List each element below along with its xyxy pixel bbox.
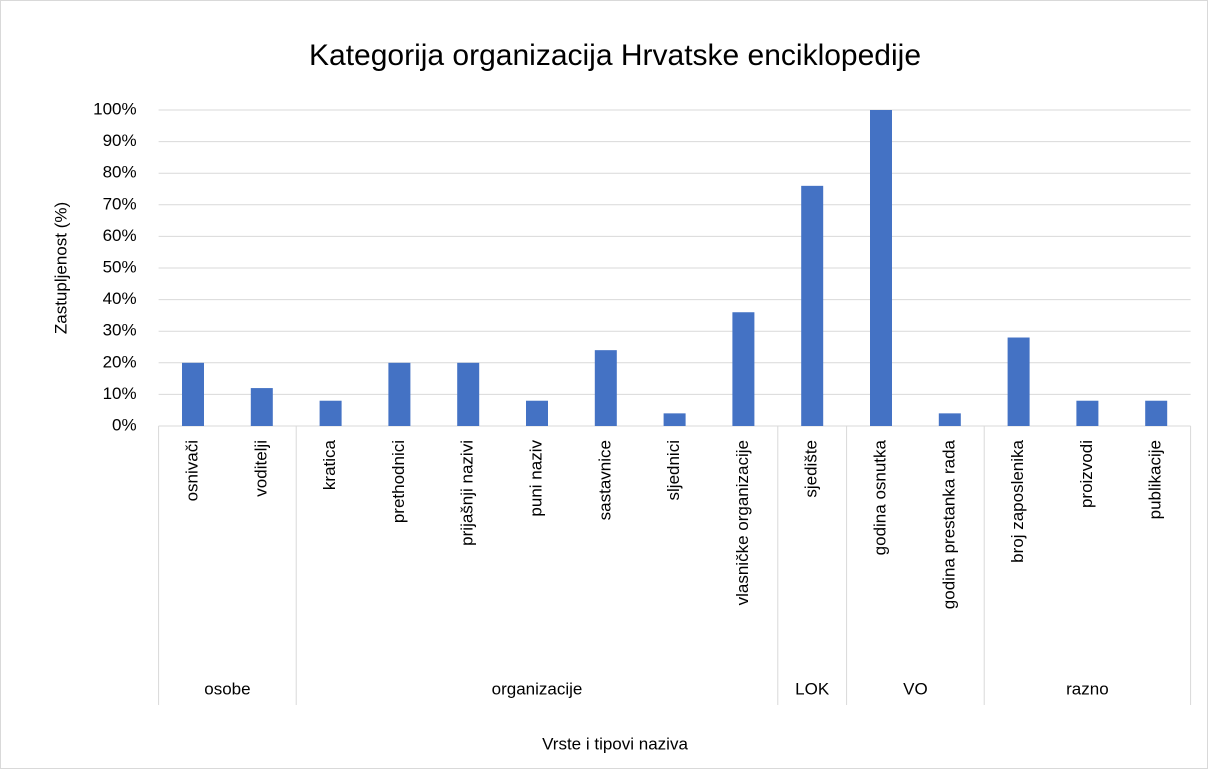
group-label: razno: [1066, 679, 1109, 698]
bar: [1145, 400, 1168, 426]
bar: [319, 400, 342, 426]
bar: [182, 362, 204, 426]
y-tick-label: 100%: [93, 99, 136, 118]
bar: [801, 185, 824, 426]
y-tick-label: 40%: [103, 289, 137, 308]
x-tick-label: kratica: [320, 439, 339, 490]
group-label: organizacije: [492, 679, 583, 698]
x-tick-label: vlasničke organizacije: [733, 440, 752, 605]
bar: [732, 312, 755, 426]
bar: [1007, 337, 1030, 426]
bar: [1076, 400, 1099, 426]
y-tick-label: 0%: [112, 415, 137, 434]
bar: [594, 350, 617, 426]
bar: [457, 362, 480, 426]
group-label: VO: [903, 679, 928, 698]
x-tick-label: voditelji: [251, 440, 270, 497]
bar: [663, 413, 686, 426]
x-tick-label: puni naziv: [526, 440, 545, 517]
x-tick-label: sljednici: [664, 440, 683, 500]
bar: [388, 362, 411, 426]
y-tick-label: 10%: [103, 384, 137, 403]
x-tick-label: godina prestanka rada: [939, 439, 958, 609]
x-axis-title: Vrste i tipovi naziva: [542, 734, 688, 753]
y-tick-label: 70%: [103, 194, 137, 213]
x-tick-label: godina osnutka: [870, 439, 889, 555]
y-axis-title: Zastupljenost (%): [51, 202, 70, 334]
y-tick-label: 20%: [103, 352, 137, 371]
y-tick-label: 60%: [103, 226, 137, 245]
x-tick-label: prethodnici: [389, 440, 408, 523]
y-tick-label: 80%: [103, 163, 137, 182]
bar: [938, 413, 961, 426]
bar: [250, 388, 273, 426]
group-label: osobe: [204, 679, 250, 698]
group-label: LOK: [795, 679, 830, 698]
bar: [870, 110, 892, 426]
bar: [526, 400, 548, 426]
x-tick-label: publikacije: [1146, 440, 1165, 519]
x-tick-label: prijašnji nazivi: [458, 440, 477, 546]
x-tick-label: sjedište: [802, 440, 821, 498]
x-tick-label: sastavnice: [595, 440, 614, 520]
x-tick-label: osnivači: [182, 440, 201, 501]
chart-title: Kategorija organizacija Hrvatske enciklo…: [309, 39, 921, 72]
y-tick-label: 50%: [103, 257, 137, 276]
x-tick-label: proizvodi: [1077, 440, 1096, 508]
x-tick-label: broj zaposlenika: [1008, 439, 1027, 562]
y-tick-label: 90%: [103, 131, 137, 150]
y-tick-label: 30%: [103, 321, 137, 340]
